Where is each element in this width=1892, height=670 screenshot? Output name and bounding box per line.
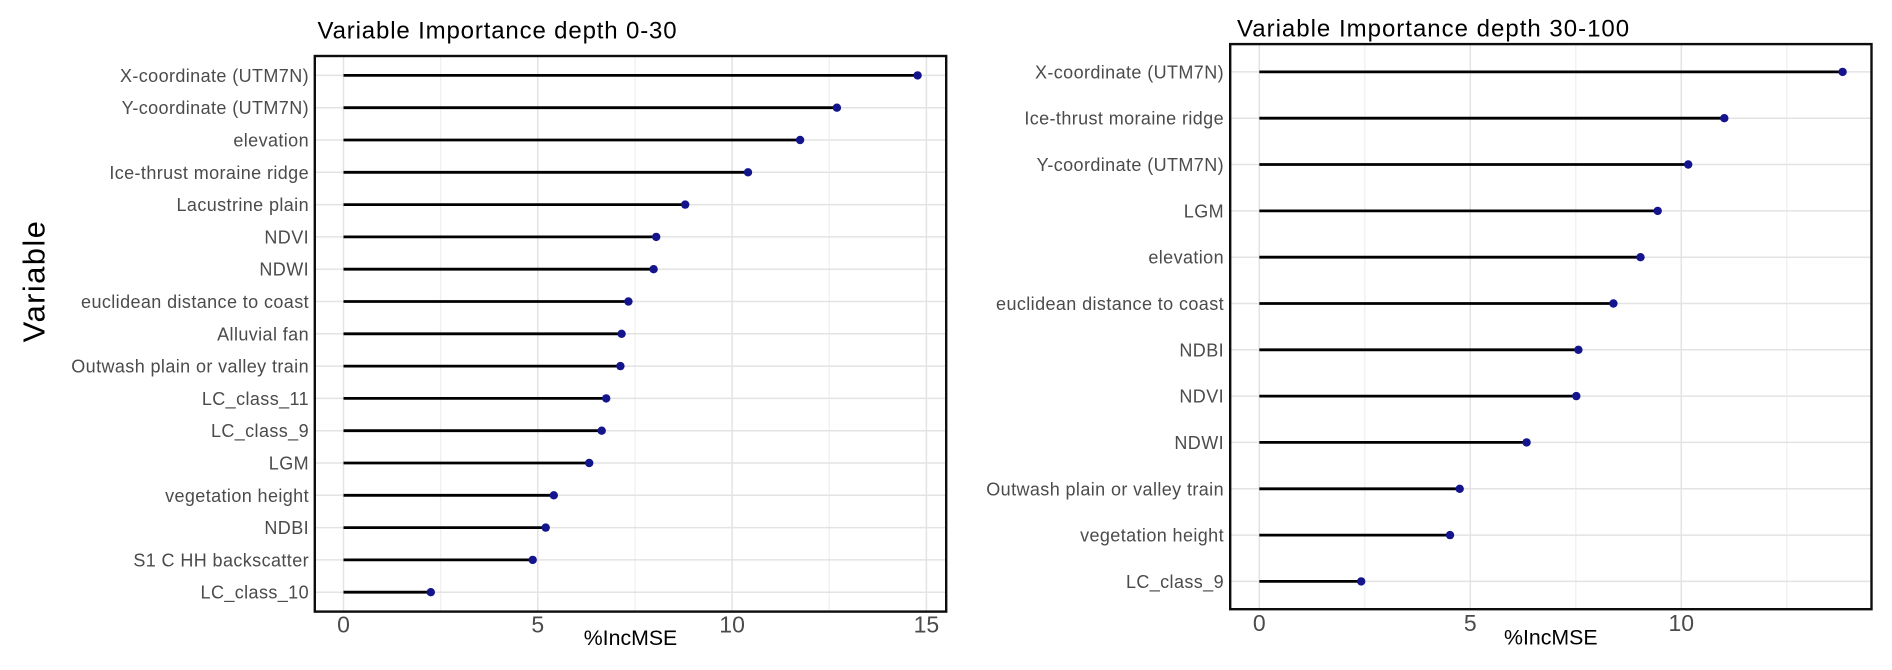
svg-text:vegetation height: vegetation height <box>1080 526 1224 546</box>
svg-text:Ice-thrust moraine ridge: Ice-thrust moraine ridge <box>1024 109 1224 129</box>
svg-text:LGM: LGM <box>1184 201 1224 221</box>
svg-text:elevation: elevation <box>233 131 309 151</box>
svg-text:Y-coordinate (UTM7N): Y-coordinate (UTM7N) <box>1037 155 1224 175</box>
svg-text:15: 15 <box>914 612 940 638</box>
svg-text:NDVI: NDVI <box>264 227 309 247</box>
svg-text:X-coordinate (UTM7N): X-coordinate (UTM7N) <box>120 66 309 86</box>
svg-text:euclidean distance to coast: euclidean distance to coast <box>996 294 1224 314</box>
svg-text:5: 5 <box>1464 610 1477 636</box>
svg-text:Variable: Variable <box>17 220 52 343</box>
svg-text:Outwash plain or valley train: Outwash plain or valley train <box>986 479 1224 499</box>
svg-text:%IncMSE: %IncMSE <box>1504 626 1598 650</box>
svg-text:NDWI: NDWI <box>259 260 309 280</box>
svg-text:Lacustrine plain: Lacustrine plain <box>177 195 309 215</box>
svg-text:NDBI: NDBI <box>264 518 309 538</box>
svg-text:10: 10 <box>719 612 745 638</box>
svg-text:LC_class_10: LC_class_10 <box>201 583 309 604</box>
svg-text:S1 C HH backscatter: S1 C HH backscatter <box>133 550 309 570</box>
svg-text:NDBI: NDBI <box>1179 340 1224 360</box>
svg-text:NDVI: NDVI <box>1179 387 1224 407</box>
svg-text:Variable Importance depth 0-30: Variable Importance depth 0-30 <box>318 18 678 45</box>
svg-text:LC_class_9: LC_class_9 <box>1126 572 1224 593</box>
svg-text:euclidean distance to coast: euclidean distance to coast <box>81 292 309 312</box>
svg-text:0: 0 <box>1253 610 1266 636</box>
svg-text:NDWI: NDWI <box>1174 433 1224 453</box>
svg-text:LC_class_11: LC_class_11 <box>202 389 309 410</box>
svg-text:%IncMSE: %IncMSE <box>584 626 678 650</box>
svg-text:0: 0 <box>337 612 350 638</box>
svg-text:Variable Importance depth 30-1: Variable Importance depth 30-100 <box>1237 15 1630 42</box>
svg-text:10: 10 <box>1669 610 1695 636</box>
svg-text:Ice-thrust moraine ridge: Ice-thrust moraine ridge <box>109 163 309 183</box>
svg-text:X-coordinate (UTM7N): X-coordinate (UTM7N) <box>1035 62 1224 82</box>
svg-text:Outwash plain or valley train: Outwash plain or valley train <box>71 357 309 377</box>
svg-text:vegetation height: vegetation height <box>165 486 309 506</box>
svg-text:Y-coordinate (UTM7N): Y-coordinate (UTM7N) <box>122 98 309 118</box>
svg-text:5: 5 <box>531 612 544 638</box>
svg-text:LGM: LGM <box>269 454 309 474</box>
svg-text:LC_class_9: LC_class_9 <box>211 421 309 442</box>
svg-text:Alluvial fan: Alluvial fan <box>217 324 309 344</box>
svg-text:elevation: elevation <box>1148 248 1224 268</box>
